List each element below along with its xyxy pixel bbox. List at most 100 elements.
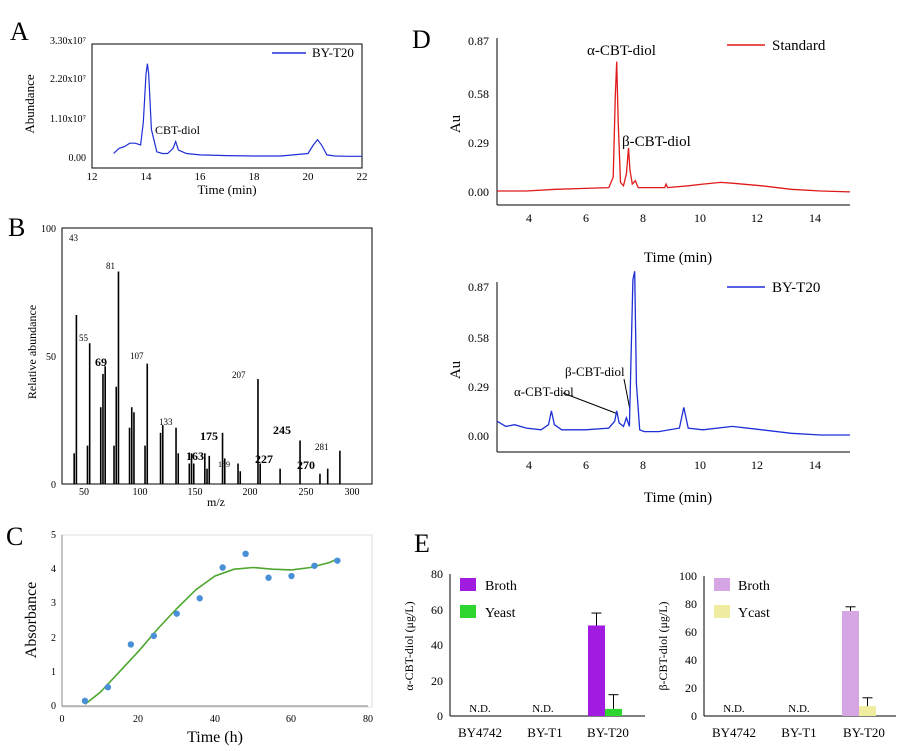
y-tick-label: 1.10x10⁷ [50, 114, 87, 125]
x-tick-label: 150 [188, 487, 203, 498]
nd-label: N.D. [788, 703, 810, 715]
panel-d-top-x-ticks: 4 6 8 10 12 14 [526, 211, 821, 225]
panel-c-x-ticks: 0 20 40 60 80 [60, 714, 374, 725]
x-tick-label: 14 [809, 211, 821, 225]
panel-e-right-y-ticks: 0 20 40 60 80 100 [679, 569, 697, 723]
legend-label-broth: Broth [485, 579, 517, 594]
x-tick-label: 12 [87, 171, 98, 183]
y-tick-label: 20 [431, 674, 443, 688]
panel-c-y-ticks: 0 1 2 3 4 5 [51, 530, 56, 712]
panel-c-fit-curve [84, 558, 338, 705]
x-tick-label: 18 [249, 171, 261, 183]
panel-e-left-y-ticks: 0 20 40 60 80 [431, 567, 443, 723]
data-point [334, 557, 341, 564]
panel-d-bottom-xlabel: Time (min) [644, 490, 712, 506]
category-label: BY-T20 [587, 725, 629, 740]
panel-c-points [81, 550, 341, 705]
panel-d-letter: D [412, 25, 431, 54]
y-tick-label: 3.30x10⁷ [50, 36, 87, 47]
x-tick-label: 8 [640, 211, 646, 225]
data-point [104, 683, 112, 691]
x-tick-label: 16 [195, 171, 207, 183]
y-tick-label: 100 [41, 224, 56, 235]
x-tick-label: 250 [299, 487, 314, 498]
panel-d-bottom-x-ticks: 4 6 8 10 12 14 [526, 458, 821, 472]
x-tick-label: 6 [583, 458, 589, 472]
panel-b-bars [73, 271, 341, 484]
category-label: BY4742 [712, 725, 756, 740]
x-tick-label: 40 [210, 714, 220, 725]
y-tick-label: 80 [431, 567, 443, 581]
x-tick-label: 100 [133, 487, 148, 498]
category-label: BY-T1 [527, 725, 562, 740]
panel-d-top-alpha-label: α-CBT-diol [587, 43, 656, 59]
x-tick-label: 200 [243, 487, 258, 498]
panel-b-xlabel: m/z [207, 495, 225, 509]
panel-a-ylabel: Abundance [22, 74, 37, 133]
peak-label: 163 [186, 449, 204, 463]
y-tick-label: 0.29 [468, 380, 489, 394]
data-point [127, 641, 135, 648]
x-tick-label: 0 [60, 714, 65, 725]
y-tick-label: 40 [685, 653, 697, 667]
panel-c: C 0 1 2 3 4 5 0 20 40 60 80 Time (h) Abs… [6, 522, 373, 746]
panel-d-bottom-beta-label: β-CBT-diol [565, 364, 625, 379]
peak-label: 69 [95, 355, 107, 369]
panel-a-y-ticks: 0.00 1.10x10⁷ 2.20x10⁷ 3.30x10⁷ [50, 36, 87, 164]
x-tick-label: 14 [809, 458, 821, 472]
y-tick-label: 1 [51, 667, 56, 678]
y-tick-label: 0.87 [468, 34, 489, 48]
peak-label: 245 [273, 423, 291, 437]
panel-a-x-ticks: 12 14 16 18 20 22 [87, 171, 368, 183]
legend-label-ycast: Ycast [738, 606, 770, 621]
y-tick-label: 60 [685, 625, 697, 639]
x-tick-label: 14 [141, 171, 153, 183]
y-tick-label: 0 [51, 480, 56, 491]
panel-d-bottom-y-ticks: 0.00 0.29 0.58 0.87 [468, 280, 489, 443]
legend-swatch-ycast [714, 605, 730, 618]
panel-a-letter: A [10, 17, 29, 46]
panel-e-left-categories: BY4742 BY-T1 BY-T20 [458, 725, 629, 740]
panel-d-bottom-ylabel: Au [448, 360, 464, 379]
panel-b-peak-labels: 43 55 69 81 107 133 175 163 189 207 227 … [69, 233, 329, 472]
panel-e: E 0 20 40 60 80 α-CBT-diol (μg/L) BY4742… [402, 529, 896, 740]
x-tick-label: 60 [286, 714, 296, 725]
y-tick-label: 20 [685, 681, 697, 695]
panel-d-top-legend-label: Standard [772, 38, 826, 54]
data-point [196, 595, 203, 602]
y-tick-label: 0 [691, 709, 697, 723]
x-tick-label: 50 [79, 487, 89, 498]
x-tick-label: 20 [303, 171, 315, 183]
panel-a-legend-label: BY-T20 [312, 45, 354, 60]
y-tick-label: 3 [51, 598, 56, 609]
panel-a-frame [91, 43, 363, 169]
panel-e-letter: E [414, 529, 430, 558]
panel-b: B 0 50 100 50 100 150 200 250 300 m/z Re… [8, 213, 373, 509]
panel-d-bottom-legend-label: BY-T20 [772, 280, 820, 296]
y-tick-label: 0 [437, 709, 443, 723]
y-tick-label: 0.00 [468, 429, 489, 443]
panel-d-bottom-alpha-label: α-CBT-diol [514, 384, 574, 399]
y-tick-label: 80 [685, 597, 697, 611]
y-tick-label: 2 [51, 633, 56, 644]
panel-d-bottom-beta-pointer [623, 378, 631, 411]
data-point [265, 574, 272, 581]
data-point [81, 697, 89, 705]
panel-e-right-bars [842, 606, 876, 716]
bar-broth [842, 611, 859, 716]
panel-a-peak-label: CBT-diol [155, 123, 201, 137]
y-tick-label: 0.58 [468, 87, 489, 101]
x-tick-label: 8 [640, 458, 646, 472]
x-tick-label: 22 [357, 171, 368, 183]
nd-label: N.D. [532, 703, 554, 715]
peak-label: 189 [218, 460, 230, 469]
peak-label: 281 [315, 442, 329, 452]
legend-swatch-broth [460, 578, 476, 591]
x-tick-label: 4 [526, 458, 532, 472]
panel-d: D 0.00 0.29 0.58 0.87 4 6 8 10 12 14 Tim… [412, 25, 851, 506]
panel-c-plot-bg [61, 534, 373, 708]
data-point [311, 562, 318, 569]
panel-b-letter: B [8, 213, 25, 242]
panel-b-frame [61, 227, 373, 485]
